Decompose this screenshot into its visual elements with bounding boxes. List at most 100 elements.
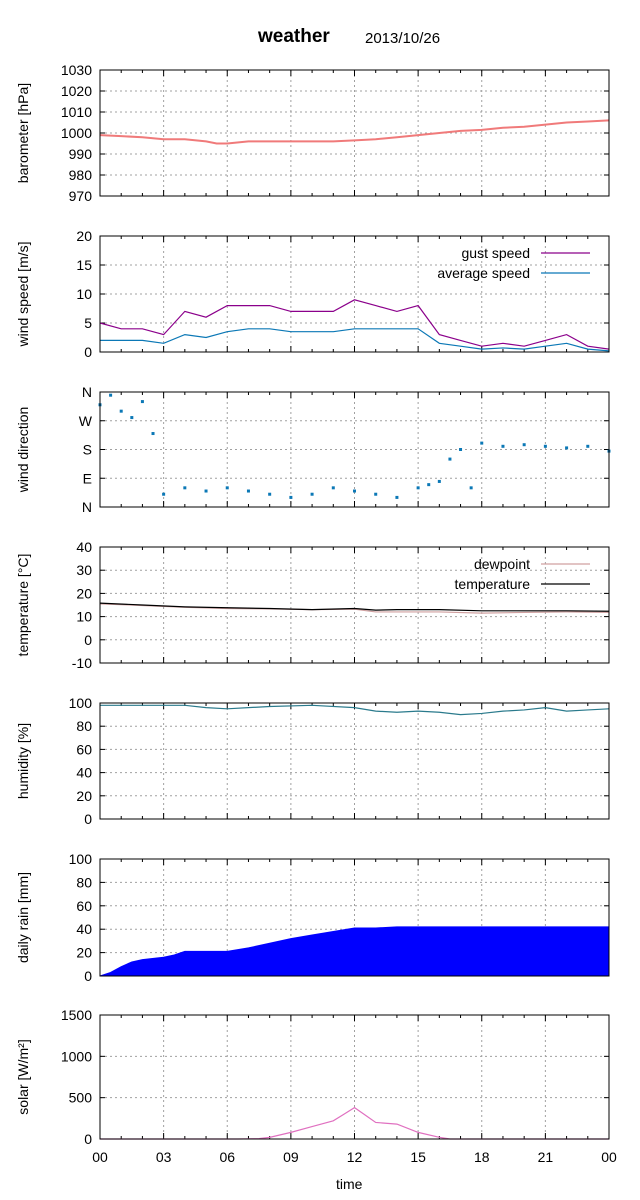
data-point	[480, 441, 484, 445]
data-point	[437, 479, 441, 483]
data-point	[501, 444, 505, 448]
series-area	[99, 926, 610, 977]
plot-frame	[99, 1014, 610, 1140]
data-point	[151, 432, 155, 436]
y-axis-label: solar [W/m²]	[15, 1039, 31, 1114]
y-tick-label: 10	[76, 609, 92, 625]
y-tick-label: 40	[76, 921, 92, 937]
data-point	[119, 409, 123, 413]
y-tick-label: 970	[69, 188, 93, 204]
series-line	[99, 299, 610, 350]
legend-label: temperature	[455, 576, 531, 592]
plot-frame	[99, 702, 610, 820]
y-tick-label: 100	[69, 851, 93, 867]
y-tick-label: N	[82, 384, 92, 400]
y-tick-label: 980	[69, 167, 93, 183]
data-point	[448, 457, 452, 461]
y-tick-label: 0	[84, 811, 92, 827]
plot-frame	[99, 858, 610, 977]
data-point	[427, 483, 431, 487]
data-point	[543, 444, 547, 448]
series-line	[99, 602, 610, 612]
y-axis-label: barometer [hPa]	[15, 83, 31, 183]
data-point	[162, 492, 166, 496]
y-tick-label: 15	[76, 257, 92, 273]
panel-pressure: 970 980 990 1000 1010 1020 1030 barometer [hPa]	[15, 62, 610, 204]
y-tick-label: 1000	[61, 125, 92, 141]
y-tick-label: W	[79, 413, 93, 429]
x-tick-label: 00	[601, 1149, 617, 1165]
data-point	[109, 393, 113, 397]
plot-frame	[99, 546, 610, 664]
plot-frame	[99, 391, 610, 508]
legend-label: gust speed	[462, 245, 531, 261]
y-tick-label: 1010	[61, 104, 92, 120]
y-tick-label: 500	[69, 1090, 93, 1106]
data-point	[331, 486, 335, 490]
y-tick-label: 30	[76, 562, 92, 578]
x-tick-label: 18	[474, 1149, 490, 1165]
x-tick-label: 06	[219, 1149, 235, 1165]
data-point	[268, 492, 272, 496]
y-tick-label: 990	[69, 146, 93, 162]
y-tick-label: 1020	[61, 83, 92, 99]
x-tick-label: 12	[347, 1149, 363, 1165]
data-point	[586, 444, 590, 448]
y-tick-label: 0	[84, 968, 92, 984]
data-point	[140, 400, 144, 404]
y-tick-label: 0	[84, 1131, 92, 1147]
series-line	[100, 704, 610, 716]
data-point	[183, 486, 187, 490]
legend-label: dewpoint	[474, 556, 530, 572]
data-point	[416, 486, 420, 490]
y-axis-label: wind direction	[15, 407, 31, 494]
y-tick-label: 5	[84, 315, 92, 331]
y-tick-label: 20	[76, 585, 92, 601]
y-tick-label: 80	[76, 718, 92, 734]
y-tick-label: 60	[76, 741, 92, 757]
y-tick-label: 20	[76, 228, 92, 244]
y-axis-label: wind speed [m/s]	[15, 241, 31, 347]
series-line	[100, 1106, 609, 1140]
x-tick-label: 21	[538, 1149, 554, 1165]
panel-wind-speed: 0 5 10 15 20 gust speed average speed wind spee…	[15, 228, 610, 360]
data-point	[459, 448, 463, 451]
plot-frame	[99, 235, 610, 353]
y-tick-label: 60	[76, 898, 92, 914]
data-point	[353, 489, 356, 493]
legend-label: average speed	[437, 265, 530, 281]
y-tick-label: 20	[76, 945, 92, 961]
y-tick-label: 20	[76, 788, 92, 804]
y-tick-label: -10	[72, 655, 92, 671]
y-axis-label: humidity [%]	[15, 723, 31, 799]
y-tick-label: N	[82, 499, 92, 515]
y-tick-label: 0	[84, 344, 92, 360]
x-tick-label: 00	[92, 1149, 108, 1165]
data-point	[204, 489, 208, 493]
panel-rain: 0 20 40 60 80 100 daily rain [mm]	[15, 851, 610, 984]
y-tick-label: S	[83, 442, 92, 458]
chart-date: 2013/10/26	[365, 30, 441, 47]
y-tick-label: 0	[84, 632, 92, 648]
y-tick-label: 40	[76, 765, 92, 781]
plot-frame	[99, 69, 610, 197]
series-line	[100, 328, 610, 352]
chart-title: weather	[258, 26, 330, 47]
data-point	[310, 492, 314, 496]
x-axis-label: time	[336, 1176, 363, 1192]
data-point	[225, 486, 229, 490]
x-tick-label: 09	[283, 1149, 299, 1165]
panel-solar: 0 500 1000 1500 solar [W/m²]	[15, 1007, 610, 1147]
data-point	[374, 492, 378, 496]
panel-humidity: 0 20 40 60 80 100 humidity [%]	[15, 695, 610, 827]
y-tick-label: 1030	[61, 62, 92, 78]
data-point	[130, 416, 134, 420]
y-tick-label: 80	[76, 874, 92, 890]
y-tick-label: 40	[76, 539, 92, 555]
y-axis-label: temperature [°C]	[15, 554, 31, 657]
y-tick-label: 1500	[61, 1007, 92, 1023]
data-point	[565, 446, 569, 450]
data-point	[289, 495, 293, 499]
